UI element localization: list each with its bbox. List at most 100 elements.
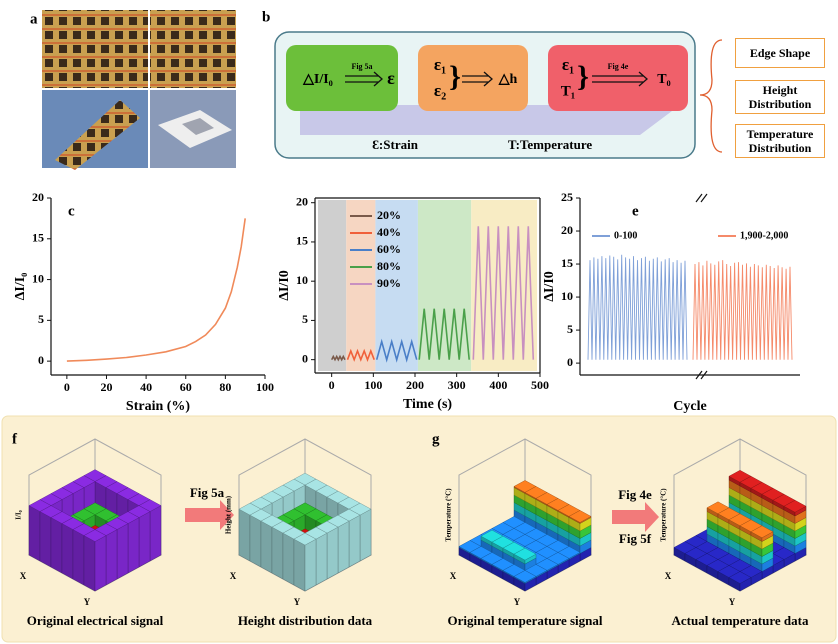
bar-face: [72, 529, 85, 586]
step-input: ε₁: [562, 55, 574, 74]
y-tick-label: 20: [561, 223, 573, 237]
bar-face: [39, 511, 52, 568]
x-tick-label: 300: [448, 378, 466, 392]
x-tick-label: 400: [489, 378, 507, 392]
caption: Original electrical signal: [27, 613, 164, 628]
x-tick-label: 200: [406, 378, 424, 392]
x-tick-label: 0: [329, 378, 335, 392]
diagram-band: [300, 105, 680, 135]
y-tick-label: 0: [567, 355, 573, 369]
y-axis-label: Y: [514, 597, 521, 607]
transform-via: Fig 5f: [619, 531, 652, 546]
bar-top: [568, 510, 592, 523]
data-line: [66, 218, 246, 362]
bar-face: [359, 508, 372, 562]
diagram-legend: Ɛ:Strain: [372, 137, 419, 152]
legend-label: 20%: [377, 208, 401, 222]
output-box: Height Distribution: [735, 80, 825, 114]
bar-face: [94, 535, 107, 592]
bar-face: [28, 505, 41, 562]
data-line: [346, 348, 375, 362]
x-axis-label: Time (s): [403, 397, 452, 412]
region-band: [318, 200, 347, 371]
y-axis-label: ΔI/I0: [542, 271, 557, 302]
transform-via: Fig 4e: [618, 487, 652, 502]
output-box: Edge Shape: [735, 38, 825, 68]
step-input: ε₁: [434, 55, 446, 74]
arrows: [345, 39, 723, 153]
step-input: ε₂: [434, 81, 446, 100]
step-box: [286, 45, 398, 111]
x-tick-label: 500: [531, 378, 549, 392]
bar-top: [728, 571, 752, 584]
data-line: [472, 226, 535, 360]
y-axis-label: Y: [729, 597, 736, 607]
bar-top: [783, 500, 807, 513]
bar-face: [260, 520, 273, 574]
y-axis-label: ΔI/I0: [277, 270, 292, 301]
data-line: [375, 338, 418, 363]
bar-face: [293, 538, 306, 592]
panel-label: c: [68, 203, 75, 219]
photo: [150, 10, 236, 88]
bar-face: [61, 523, 74, 580]
caption: Actual temperature data: [672, 613, 809, 628]
bar-top: [513, 570, 537, 583]
data-line: [587, 254, 688, 360]
data-line: [330, 354, 346, 362]
x-tick-label: 100: [256, 380, 274, 394]
axis-break: [695, 193, 708, 380]
legend-label: 0-100: [614, 230, 637, 241]
x-axis-label: X: [665, 571, 672, 581]
panel-label: b: [262, 9, 270, 25]
bar-top: [513, 547, 537, 561]
transform-arrow: [185, 500, 234, 530]
bar-3d: [750, 525, 774, 580]
x-axis-label: Cycle: [673, 399, 706, 414]
bar-face: [337, 520, 350, 574]
region-band: [346, 200, 376, 371]
z-axis-label: I/I₀: [15, 510, 23, 520]
bar-face: [282, 532, 295, 586]
y-tick-label: 15: [32, 231, 44, 245]
legend-label: 60%: [377, 242, 401, 256]
bar-face: [315, 532, 328, 586]
bar-3d: [513, 570, 537, 592]
bar-3d: [293, 532, 317, 592]
legend-label: 90%: [377, 276, 401, 290]
step-box: [418, 45, 528, 111]
y-tick-label: 15: [296, 234, 308, 248]
diagram-legend: T:Temperature: [508, 137, 592, 152]
x-axis-label: X: [20, 571, 27, 581]
x-tick-label: 0: [64, 380, 70, 394]
photo-sensor: [55, 100, 140, 170]
bar-face: [326, 526, 339, 580]
bar-face: [138, 511, 151, 568]
y-tick-label: 25: [561, 190, 573, 204]
z-axis-label: Temperature (°C): [660, 488, 668, 542]
step-box: [548, 45, 688, 111]
x-tick-label: 100: [364, 378, 382, 392]
y-tick-label: 0: [38, 353, 44, 367]
step-input: T₁: [561, 83, 576, 99]
step-output: ε: [387, 68, 395, 88]
data-line: [418, 308, 470, 360]
y-axis-label: Y: [294, 597, 301, 607]
y-tick-label: 5: [38, 312, 44, 326]
bar-face: [50, 517, 63, 574]
x-axis-label: X: [450, 571, 457, 581]
bar-face: [83, 535, 96, 592]
bar-face: [127, 517, 140, 574]
caption: Height distribution data: [238, 613, 373, 628]
y-tick-label: 10: [296, 273, 308, 287]
brace: }: [449, 60, 461, 93]
x-tick-label: 80: [219, 380, 231, 394]
legend-label: 40%: [377, 225, 401, 239]
y-tick-label: 15: [561, 256, 573, 270]
z-axis-label: Height (mm): [225, 495, 233, 534]
z-axis-label: Temperature (°C): [445, 488, 453, 542]
step-via: Fig 5a: [351, 62, 372, 71]
caption: Original temperature signal: [447, 613, 602, 628]
bar-3d: [568, 510, 592, 562]
